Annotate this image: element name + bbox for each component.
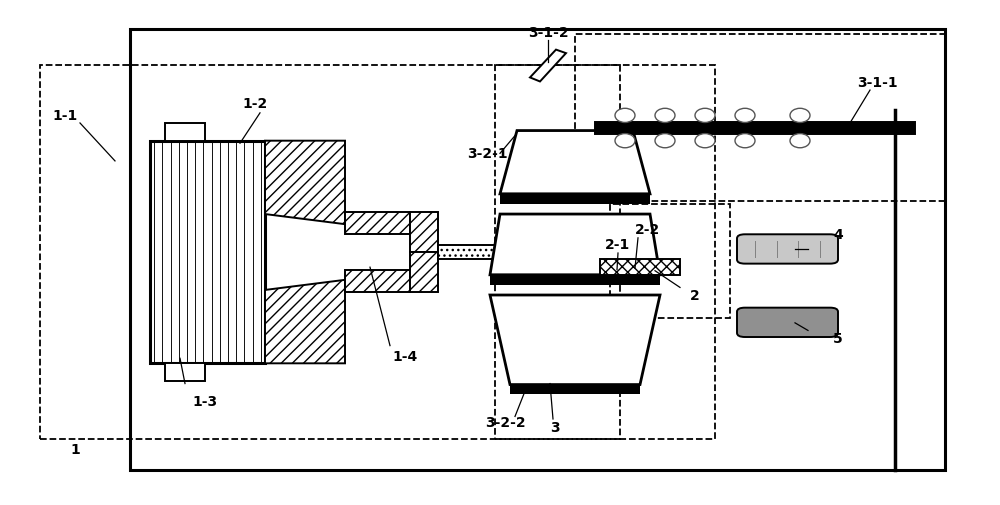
Bar (438, 246, 528, 259)
Bar (595, 123, 915, 134)
Text: 1: 1 (70, 442, 80, 457)
Bar (150, 141, 265, 364)
FancyBboxPatch shape (737, 235, 838, 264)
Ellipse shape (735, 109, 755, 123)
Bar (410, 212, 438, 252)
Bar (410, 252, 438, 293)
Text: 2-1: 2-1 (605, 238, 631, 252)
Polygon shape (265, 280, 345, 364)
Ellipse shape (615, 134, 635, 148)
Text: 2-2: 2-2 (635, 223, 661, 237)
Text: 3-2-2: 3-2-2 (485, 415, 525, 429)
Polygon shape (490, 295, 660, 385)
Text: 1-4: 1-4 (392, 349, 418, 363)
Bar (600, 260, 680, 276)
Ellipse shape (790, 109, 810, 123)
Polygon shape (265, 141, 345, 225)
Ellipse shape (655, 109, 675, 123)
Ellipse shape (735, 134, 755, 148)
Text: 2: 2 (690, 288, 700, 302)
Bar (490, 275, 660, 285)
Bar (165, 364, 205, 381)
Text: 1-3: 1-3 (192, 394, 218, 409)
Bar (130, 30, 945, 470)
Ellipse shape (695, 134, 715, 148)
Bar (40, 66, 620, 439)
Text: 4: 4 (833, 228, 843, 242)
Bar (575, 35, 945, 202)
Text: 1-1: 1-1 (52, 109, 78, 123)
Bar (510, 385, 640, 394)
Bar (345, 212, 410, 235)
Text: 1-2: 1-2 (242, 96, 268, 111)
Ellipse shape (615, 109, 635, 123)
Bar (345, 270, 410, 293)
Bar (518, 243, 528, 262)
Ellipse shape (695, 109, 715, 123)
FancyBboxPatch shape (737, 308, 838, 337)
Ellipse shape (790, 134, 810, 148)
Polygon shape (500, 131, 650, 194)
Text: 5: 5 (833, 331, 843, 345)
Text: 3: 3 (550, 420, 560, 434)
Polygon shape (490, 215, 660, 275)
Text: 3-2-1: 3-2-1 (467, 147, 507, 161)
Text: 3-1-1: 3-1-1 (857, 76, 897, 90)
Bar (610, 205, 730, 318)
Ellipse shape (655, 134, 675, 148)
Polygon shape (530, 50, 566, 82)
Bar (500, 194, 650, 205)
Bar (165, 124, 205, 141)
Text: 3-1-2: 3-1-2 (528, 26, 568, 40)
Bar (495, 66, 715, 439)
